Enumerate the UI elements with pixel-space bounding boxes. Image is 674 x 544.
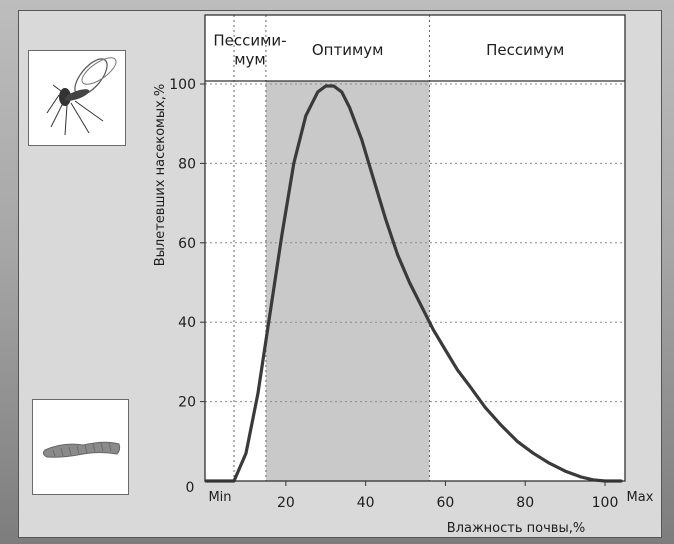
data-point <box>516 440 518 442</box>
data-point <box>444 349 447 351</box>
data-point <box>325 85 327 87</box>
zones-layer <box>205 15 625 481</box>
zone-label: мум <box>234 51 266 69</box>
mosquito-image <box>28 50 126 146</box>
data-point <box>245 452 247 454</box>
larva-image <box>32 399 129 495</box>
data-point <box>592 479 594 481</box>
zone-shade-0 <box>234 81 266 481</box>
x-tick-label: 20 <box>277 495 295 511</box>
mosquito-icon <box>46 57 117 136</box>
zone-shade-1 <box>265 81 430 481</box>
axes-layer <box>200 14 626 486</box>
data-point <box>341 91 343 93</box>
data-point <box>317 91 319 93</box>
larva-icon <box>42 441 121 458</box>
max-label: Max <box>627 490 654 505</box>
data-point <box>305 115 307 117</box>
data-point <box>548 462 550 464</box>
data-point <box>257 393 259 395</box>
data-point <box>373 178 375 180</box>
data-point <box>349 107 351 109</box>
zone-shade-2 <box>429 81 621 481</box>
data-point <box>396 254 399 256</box>
data-point <box>281 234 283 236</box>
zone-label: Пессимум <box>486 41 564 59</box>
min-label: Min <box>208 490 231 505</box>
data-point <box>532 452 534 454</box>
x-tick-label: 40 <box>357 495 375 511</box>
y-tick-label: 100 <box>169 77 196 93</box>
grid-layer <box>205 15 625 481</box>
x-tick-label: 80 <box>516 495 534 511</box>
data-point <box>580 476 582 478</box>
data-point <box>384 218 387 220</box>
x-axis-title: Влажность почвы,% <box>447 521 585 536</box>
data-point <box>361 138 363 141</box>
x-tick-label: 60 <box>437 495 455 511</box>
data-point <box>456 369 458 371</box>
y-axis-title: Вылетевших насекомых,% <box>153 84 168 267</box>
plot-frame <box>204 14 626 482</box>
data-point <box>333 85 335 87</box>
y-tick-label: 80 <box>178 156 196 172</box>
data-point <box>432 329 435 331</box>
data-point <box>500 424 502 427</box>
zone-label: Пессими- <box>213 32 286 50</box>
data-point <box>420 305 423 307</box>
y-tick-label: 40 <box>178 315 196 331</box>
origin-label: 0 <box>186 480 195 496</box>
labels-layer: Пессими-мум Оптимум Пессимум 20 40 60 80 100 20 4… <box>153 32 654 537</box>
data-point <box>269 313 271 315</box>
y-tick-label: 60 <box>178 236 196 252</box>
zone-label: Оптимум <box>312 41 384 59</box>
data-point <box>564 470 566 472</box>
data-point <box>408 281 411 284</box>
data-point <box>293 162 295 164</box>
x-tick-label: 100 <box>592 495 619 511</box>
data-point <box>484 406 486 409</box>
data-point <box>468 385 470 387</box>
y-tick-label: 20 <box>178 395 196 411</box>
